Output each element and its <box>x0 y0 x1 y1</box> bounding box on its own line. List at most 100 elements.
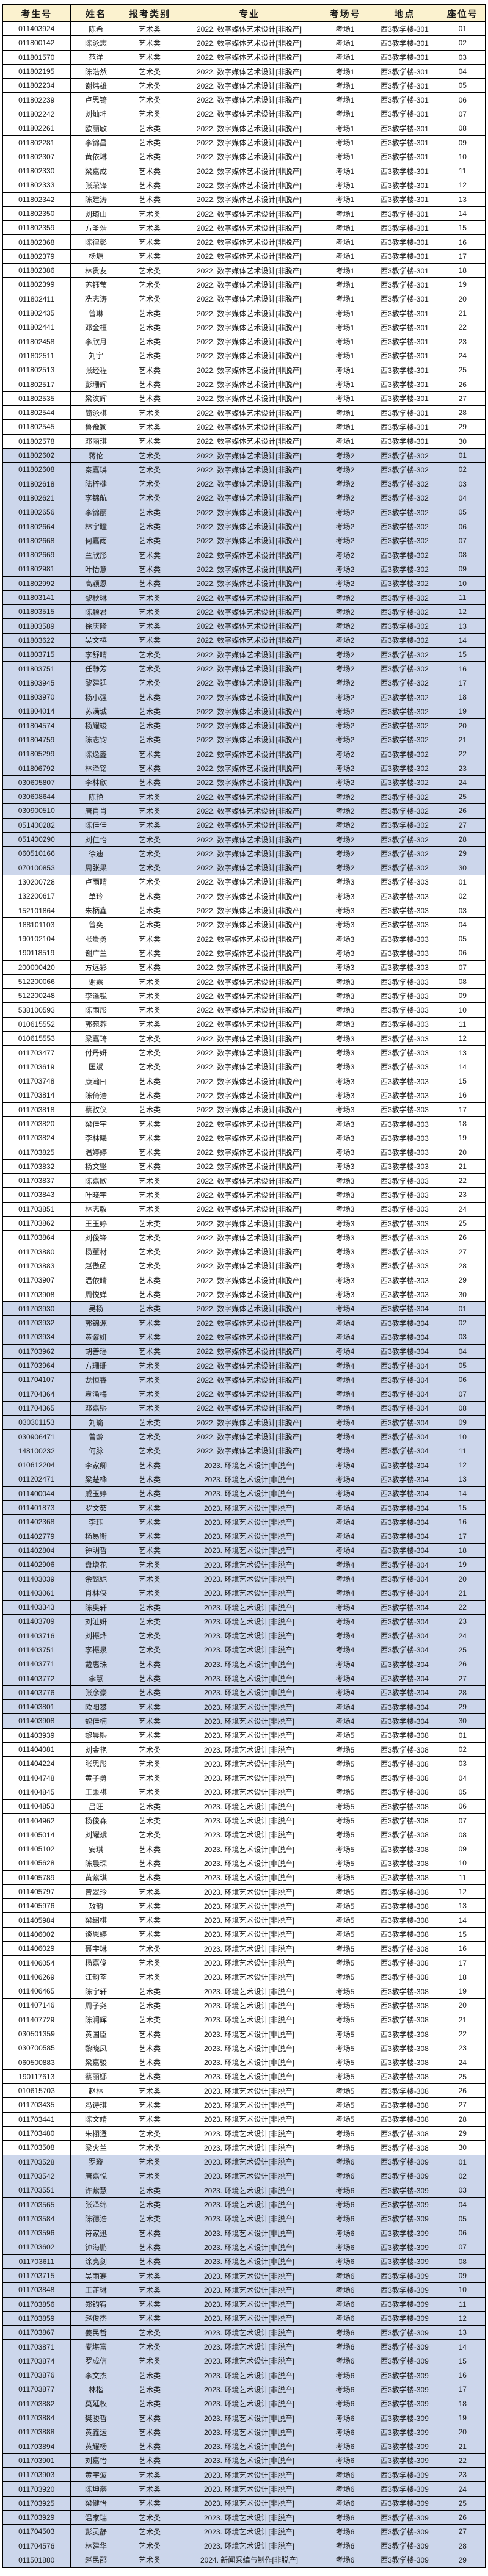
cell-category: 艺术类 <box>121 2268 178 2284</box>
cell-exam-id: 011806792 <box>2 761 71 776</box>
cell-category: 艺术类 <box>121 2026 178 2042</box>
cell-location: 西3教学楼-309 <box>369 2183 440 2198</box>
table-row: 190117613 蔡丽娜 艺术类 2023. 环境艺术设计[非脱产] 考场5 西3教学楼… <box>2 2069 486 2085</box>
cell-name: 周悦婵 <box>70 1287 122 1302</box>
table-row: 011403924 陈希 艺术类 2022. 数字媒体艺术设计[非脱产] 考场1 西3教学… <box>2 21 486 37</box>
cell-seat: 30 <box>439 860 486 875</box>
cell-name: 陈雨彤 <box>70 1002 122 1018</box>
cell-major: 2023. 环境艺术设计[非脱产] <box>177 2211 321 2227</box>
cell-category: 艺术类 <box>121 1699 178 1715</box>
cell-seat: 26 <box>439 1230 486 1245</box>
cell-room: 考场2 <box>320 647 370 662</box>
cell-room: 考场3 <box>320 1045 370 1060</box>
cell-seat: 12 <box>439 1884 486 1900</box>
cell-location: 西3教学楼-308 <box>369 2140 440 2155</box>
cell-location: 西3教学楼-301 <box>369 419 440 435</box>
cell-exam-id: 011703851 <box>2 1201 71 1217</box>
cell-category: 艺术类 <box>121 1614 178 1629</box>
cell-name: 邓嘉熙 <box>70 1400 122 1416</box>
cell-location: 西3教学楼-301 <box>369 234 440 250</box>
cell-category: 艺术类 <box>121 291 178 306</box>
cell-exam-id: 011402368 <box>2 1514 71 1530</box>
cell-location: 西3教学楼-301 <box>369 391 440 407</box>
cell-name: 梁嘉骏 <box>70 2055 122 2070</box>
cell-room: 考场2 <box>320 732 370 748</box>
cell-name: 黄紫妍 <box>70 1330 122 1345</box>
cell-major: 2023. 环境艺术设计[非脱产] <box>177 1571 321 1586</box>
cell-seat: 17 <box>439 1955 486 1970</box>
cell-category: 艺术类 <box>121 1912 178 1928</box>
cell-major: 2022. 数字媒体艺术设计[非脱产] <box>177 1358 321 1373</box>
cell-room: 考场4 <box>320 1429 370 1444</box>
cell-name: 王玉婷 <box>70 1215 122 1231</box>
cell-seat: 11 <box>439 163 486 179</box>
cell-location: 西3教学楼-302 <box>369 761 440 776</box>
cell-room: 考场4 <box>320 1415 370 1430</box>
cell-location: 西3教学楼-304 <box>369 1614 440 1629</box>
cell-exam-id: 011802441 <box>2 320 71 335</box>
cell-seat: 04 <box>439 2197 486 2212</box>
table-row: 011704364 袁渝梅 艺术类 2022. 数字媒体艺术设计[非脱产] 考场4 西3教… <box>2 1386 486 1402</box>
cell-category: 艺术类 <box>121 1870 178 1885</box>
cell-room: 考场1 <box>320 433 370 449</box>
cell-major: 2023. 环境艺术设计[非脱产] <box>177 2296 321 2312</box>
cell-room: 考场5 <box>320 2083 370 2099</box>
cell-name: 李林欣 <box>70 775 122 791</box>
cell-seat: 29 <box>439 2552 486 2568</box>
cell-category: 艺术类 <box>121 2183 178 2198</box>
cell-name: 林贵友 <box>70 263 122 278</box>
cell-location: 西3教学楼-304 <box>369 1400 440 1416</box>
cell-name: 吴文禧 <box>70 632 122 648</box>
cell-exam-id: 011403039 <box>2 1571 71 1586</box>
cell-category: 艺术类 <box>121 2296 178 2312</box>
cell-room: 考场2 <box>320 618 370 634</box>
cell-exam-id: 011405102 <box>2 1841 71 1857</box>
cell-major: 2022. 数字媒体艺术设计[非脱产] <box>177 661 321 676</box>
cell-room: 考场5 <box>320 1728 370 1743</box>
cell-room: 考场2 <box>320 803 370 819</box>
cell-room: 考场3 <box>320 1258 370 1274</box>
cell-major: 2022. 数字媒体艺术设计[非脱产] <box>177 988 321 1004</box>
cell-category: 艺术类 <box>121 1514 178 1530</box>
cell-name: 杨董材 <box>70 1244 122 1259</box>
header-row: 考生号 姓名 报考类别 专业 考场号 地点 座位号 <box>2 4 486 22</box>
cell-seat: 15 <box>439 2353 486 2368</box>
cell-category: 艺术类 <box>121 1073 178 1089</box>
cell-exam-id: 011704364 <box>2 1386 71 1402</box>
cell-exam-id: 011703903 <box>2 2467 71 2483</box>
cell-category: 艺术类 <box>121 1969 178 1984</box>
cell-exam-id: 011406054 <box>2 1955 71 1970</box>
cell-location: 西3教学楼-304 <box>369 1529 440 1544</box>
table-row: 011802399 苏钰莹 艺术类 2022. 数字媒体艺术设计[非脱产] 考场1 西3教… <box>2 277 486 292</box>
cell-seat: 23 <box>439 2041 486 2056</box>
cell-major: 2022. 数字媒体艺术设计[非脱产] <box>177 63 321 79</box>
cell-location: 西3教学楼-302 <box>369 803 440 819</box>
table-row: 011802664 林宇瞳 艺术类 2022. 数字媒体艺术设计[非脱产] 考场2 西3教… <box>2 519 486 534</box>
cell-major: 2023. 环境艺术设计[非脱产] <box>177 1955 321 1970</box>
cell-room: 考场2 <box>320 747 370 762</box>
cell-name: 胡善瑶 <box>70 1344 122 1359</box>
table-row: 011703880 杨董材 艺术类 2022. 数字媒体艺术设计[非脱产] 考场3 西3教… <box>2 1244 486 1259</box>
cell-name: 莫延权 <box>70 2396 122 2411</box>
table-row: 011802517 彭珊辉 艺术类 2022. 数字媒体艺术设计[非脱产] 考场1 西3教… <box>2 377 486 392</box>
cell-location: 西3教学楼-309 <box>369 2552 440 2568</box>
cell-category: 艺术类 <box>121 1941 178 1956</box>
table-row: 011703602 钟海鹏 艺术类 2023. 环境艺术设计[非脱产] 考场6 西3教学楼… <box>2 2240 486 2255</box>
cell-name: 魏佳楠 <box>70 1713 122 1729</box>
cell-category: 艺术类 <box>121 192 178 207</box>
cell-exam-id: 011703884 <box>2 2410 71 2426</box>
cell-seat: 27 <box>439 391 486 407</box>
cell-location: 西3教学楼-309 <box>369 2396 440 2411</box>
cell-category: 艺术类 <box>121 1657 178 1672</box>
cell-seat: 05 <box>439 1358 486 1373</box>
cell-exam-id: 190117613 <box>2 2069 71 2085</box>
cell-room: 考场4 <box>320 1599 370 1615</box>
cell-category: 艺术类 <box>121 1415 178 1430</box>
table-row: 011703862 王玉婷 艺术类 2022. 数字媒体艺术设计[非脱产] 考场3 西3教… <box>2 1215 486 1231</box>
table-row: 011703480 朱栩澄 艺术类 2023. 环境艺术设计[非脱产] 考场5 西3教学楼… <box>2 2126 486 2141</box>
cell-exam-id: 011403908 <box>2 1713 71 1729</box>
cell-name: 杨文坚 <box>70 1159 122 1174</box>
cell-seat: 13 <box>439 618 486 634</box>
cell-category: 艺术类 <box>121 1159 178 1174</box>
table-row: 011404081 刘金艳 艺术类 2023. 环境艺术设计[非脱产] 考场5 西3教学楼… <box>2 1742 486 1757</box>
